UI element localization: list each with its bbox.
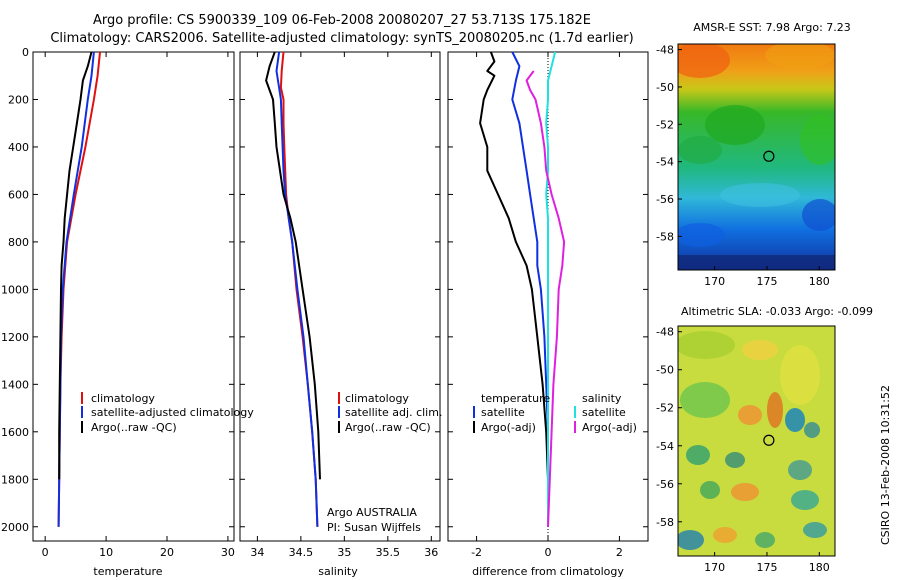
sst-map-panel: AMSR-E SST: 7.98 Argo: 7.23 170 175 180 -48… <box>656 21 851 288</box>
x-tick-label: 0 <box>42 546 49 559</box>
x-tick-label: 34.5 <box>289 546 314 559</box>
x-tick-label: 36 <box>424 546 438 559</box>
legend-label-satellite: satellite-adjusted climatology <box>91 406 254 419</box>
x-tick-label: 180 <box>809 561 830 574</box>
legend-label-climatology: climatology <box>345 392 409 405</box>
y-tick-label: -56 <box>656 193 674 206</box>
series-line-argo-adj- <box>525 70 566 527</box>
x-tick-label: 10 <box>99 546 113 559</box>
x-tick-label: 20 <box>160 546 174 559</box>
legend-label-sal-argo: Argo(-adj) <box>582 421 637 434</box>
sst-map-axes <box>677 43 836 271</box>
salinity-annotation-line1: Argo AUSTRALIA <box>327 506 417 519</box>
sst-heatmap <box>678 44 835 270</box>
series-line-satellite <box>545 51 557 527</box>
y-tick-label: -58 <box>656 230 674 243</box>
salinity-legend: climatology satellite adj. clim. Argo(..… <box>327 392 442 534</box>
x-tick-label: 35 <box>337 546 351 559</box>
x-tick-label: 170 <box>704 275 725 288</box>
series-line-climatology <box>279 51 319 527</box>
difference-panel: -2 0 2 difference from climatology <box>447 51 649 578</box>
y-tick-label: 600 <box>8 188 29 201</box>
series-line-argo-adj- <box>479 51 549 527</box>
salinity-annotation-line2: PI: Susan Wijffels <box>327 521 421 534</box>
y-tick-label: 1400 <box>1 378 29 391</box>
temperature-xlabel: temperature <box>93 565 162 578</box>
x-tick-label: 0 <box>545 546 552 559</box>
x-tick-label: 175 <box>756 275 777 288</box>
legend-label-satellite: satellite adj. clim. <box>345 406 442 419</box>
y-tick-label: -58 <box>656 516 674 529</box>
series-line-argo-raw-qc- <box>58 51 93 480</box>
series-line-satellite-adj-clim- <box>275 51 319 527</box>
sst-map-title: AMSR-E SST: 7.98 Argo: 7.23 <box>693 21 851 34</box>
legend-title-temperature: temperature <box>481 392 550 405</box>
series-line-climatology <box>57 51 101 527</box>
sla-map-panel: Altimetric SLA: -0.033 Argo: -0.099 170 1… <box>656 305 873 574</box>
x-tick-label: 30 <box>221 546 235 559</box>
y-tick-label: -54 <box>656 156 674 169</box>
salinity-panel: 34 34.5 35 35.5 36 salinity <box>239 51 441 578</box>
y-tick-label: 1000 <box>1 283 29 296</box>
y-tick-label: 2000 <box>1 521 29 534</box>
y-tick-label: -54 <box>656 440 674 453</box>
sla-heatmap <box>678 326 835 556</box>
y-tick-label: -52 <box>656 118 674 131</box>
y-tick-label: 1600 <box>1 426 29 439</box>
temperature-legend: climatology satellite-adjusted climatolo… <box>81 392 254 434</box>
credit-text: CSIRO 13-Feb-2008 10:31:52 <box>879 385 892 545</box>
argo-position-marker <box>763 434 775 446</box>
x-tick-label: 175 <box>756 561 777 574</box>
x-tick-label: 2 <box>616 546 623 559</box>
x-tick-label: 34 <box>250 546 264 559</box>
sla-map-title: Altimetric SLA: -0.033 Argo: -0.099 <box>681 305 873 318</box>
figure-title-line2: Climatology: CARS2006. Satellite-adjuste… <box>50 31 633 46</box>
y-tick-label: -48 <box>656 326 674 339</box>
series-line-argo-raw-qc- <box>265 51 321 480</box>
legend-label-argo: Argo(..raw -QC) <box>91 421 177 434</box>
y-tick-label: -48 <box>656 44 674 57</box>
y-tick-label: -56 <box>656 478 674 491</box>
y-tick-label: 800 <box>8 236 29 249</box>
y-tick-label: 0 <box>22 46 29 59</box>
y-tick-label: -50 <box>656 364 674 377</box>
y-tick-label: -52 <box>656 402 674 415</box>
legend-title-salinity: salinity <box>582 392 622 405</box>
salinity-axes <box>239 51 441 542</box>
difference-xlabel: difference from climatology <box>472 565 624 578</box>
x-tick-label: 180 <box>809 275 830 288</box>
legend-label-temp-satellite: satellite <box>481 406 525 419</box>
argo-position-marker <box>763 150 775 162</box>
sla-map-axes <box>677 325 836 557</box>
y-tick-label: -50 <box>656 81 674 94</box>
x-tick-label: 170 <box>704 561 725 574</box>
y-tick-label: 200 <box>8 93 29 106</box>
legend-label-argo: Argo(..raw -QC) <box>345 421 431 434</box>
x-tick-label: 35.5 <box>376 546 401 559</box>
y-tick-label: 1200 <box>1 331 29 344</box>
y-tick-label: 400 <box>8 141 29 154</box>
salinity-xlabel: salinity <box>318 565 358 578</box>
series-line-satellite <box>511 51 549 527</box>
temperature-axes <box>32 51 235 542</box>
temperature-panel: 0 10 20 30 0 200 400 600 800 1000 1200 1400 1600 1800… <box>1 46 235 578</box>
legend-label-sal-satellite: satellite <box>582 406 626 419</box>
y-tick-label: 1800 <box>1 473 29 486</box>
figure-title-line1: Argo profile: CS 5900339_109 06-Feb-2008… <box>93 13 591 28</box>
legend-label-temp-argo: Argo(-adj) <box>481 421 536 434</box>
legend-label-climatology: climatology <box>91 392 155 405</box>
difference-legend: temperature salinity satellite Argo(-adj… <box>473 392 637 434</box>
x-tick-label: -2 <box>471 546 482 559</box>
